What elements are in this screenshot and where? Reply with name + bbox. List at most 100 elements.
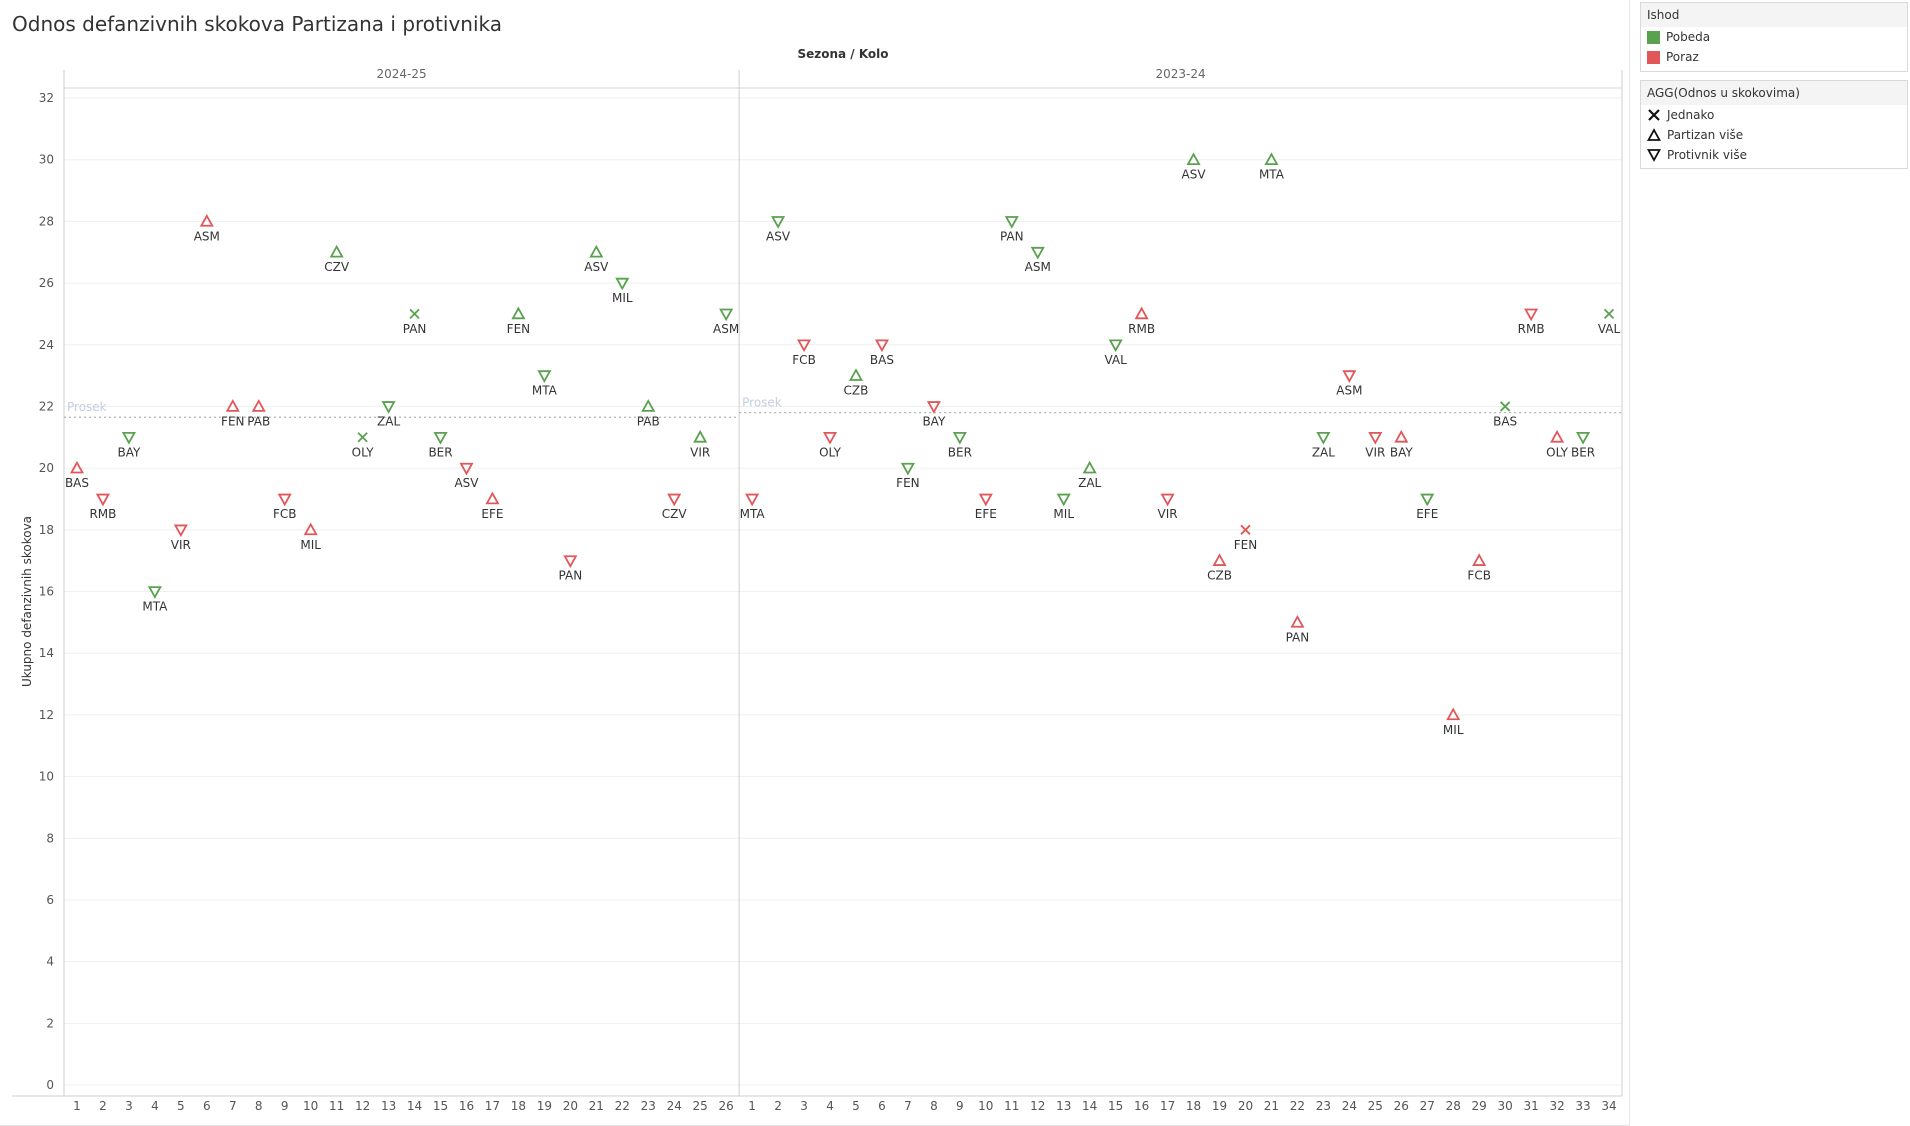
y-tick-label: 16 <box>39 585 54 599</box>
x-tick-label: 10 <box>978 1099 993 1113</box>
legend-label-pobeda: Pobeda <box>1666 30 1711 44</box>
x-tick-label: 29 <box>1472 1099 1487 1113</box>
data-label: BAS <box>1493 414 1517 428</box>
data-label: ZAL <box>1078 476 1101 490</box>
legend-item-poraz[interactable]: Poraz <box>1641 47 1907 67</box>
point-rmb <box>1524 308 1539 322</box>
data-label: FEN <box>896 476 919 490</box>
point-efe <box>485 491 500 505</box>
x-tick-label: 8 <box>255 1099 263 1113</box>
data-label: PAN <box>1286 630 1310 644</box>
data-label: MIL <box>300 538 321 552</box>
legend-item-jednako[interactable]: Jednako <box>1641 105 1907 125</box>
point-efe <box>978 493 993 507</box>
data-label: FEN <box>507 322 530 336</box>
data-label: CZB <box>844 384 869 398</box>
point-zal <box>381 401 396 414</box>
data-label: OLY <box>1546 445 1569 459</box>
data-label: FEN <box>1234 538 1257 552</box>
point-oly <box>822 431 838 445</box>
point-mil <box>615 277 630 291</box>
x-tick-label: 14 <box>407 1099 422 1113</box>
point-mil <box>1056 493 1071 507</box>
y-tick-label: 26 <box>39 276 54 290</box>
data-label: ASV <box>1182 168 1207 182</box>
average-label: Prosek <box>67 400 107 414</box>
data-label: CZV <box>662 507 688 521</box>
x-tick-label: 6 <box>878 1099 886 1113</box>
x-tick-label: 12 <box>355 1099 370 1113</box>
x-tick-label: 18 <box>1186 1099 1201 1113</box>
x-tick-label: 7 <box>904 1099 912 1113</box>
legend-agg: AGG(Odnos u skokovima) Jednako Partizan … <box>1640 80 1908 169</box>
legend-item-partizan-vise[interactable]: Partizan više <box>1641 125 1907 145</box>
x-tick-label: 32 <box>1549 1099 1564 1113</box>
chart-title: Odnos defanzivnih skokova Partizana i pr… <box>12 12 502 36</box>
x-tick-label: 6 <box>203 1099 211 1113</box>
point-pan <box>409 308 420 320</box>
data-label: BAY <box>117 445 141 459</box>
point-mta <box>537 370 552 383</box>
data-label: FEN <box>221 414 244 428</box>
data-label: PAB <box>247 414 270 428</box>
data-label: ZAL <box>1312 445 1335 459</box>
x-tick-label: 26 <box>1394 1099 1409 1113</box>
point-pan <box>1290 614 1305 628</box>
point-fcb <box>797 339 812 353</box>
x-tick-label: 4 <box>151 1099 159 1113</box>
x-tick-label: 3 <box>800 1099 808 1113</box>
data-label: MIL <box>1443 723 1464 737</box>
x-icon <box>1648 109 1660 121</box>
x-tick-label: 23 <box>1316 1099 1331 1113</box>
y-tick-label: 20 <box>39 461 54 475</box>
point-bas <box>1500 401 1511 412</box>
x-tick-label: 24 <box>667 1099 682 1113</box>
x-tick-label: 30 <box>1498 1099 1513 1113</box>
data-label: ASV <box>766 229 791 243</box>
y-tick-label: 32 <box>39 91 54 105</box>
x-tick-label: 5 <box>177 1099 185 1113</box>
legend-ishod: Ishod Pobeda Poraz <box>1640 2 1908 72</box>
data-label: FCB <box>1467 569 1491 583</box>
point-bay <box>121 431 136 445</box>
y-tick-label: 2 <box>46 1016 54 1030</box>
data-label: PAN <box>1000 229 1024 243</box>
point-asv <box>1186 152 1201 165</box>
data-label: EFE <box>481 507 503 521</box>
x-tick-label: 23 <box>641 1099 656 1113</box>
point-bas <box>874 339 889 353</box>
point-fen <box>511 306 526 320</box>
data-label: MIL <box>1053 507 1074 521</box>
point-fen <box>1240 524 1251 535</box>
point-asm <box>719 308 734 322</box>
data-label: VAL <box>1598 322 1621 336</box>
point-pan <box>563 555 578 569</box>
scatter-chart: Sezona / Kolo024681012141618202224262830… <box>12 47 1623 1113</box>
x-tick-label: 18 <box>511 1099 526 1113</box>
data-label: ASV <box>454 476 479 490</box>
point-mil <box>1446 707 1461 721</box>
data-label: VIR <box>1365 445 1385 459</box>
x-tick-label: 17 <box>485 1099 500 1113</box>
average-label: Prosek <box>742 396 782 410</box>
triangle-down-icon <box>1647 149 1661 162</box>
point-fcb <box>277 493 292 507</box>
point-vir <box>693 429 708 443</box>
y-tick-label: 10 <box>39 770 54 784</box>
x-tick-label: 25 <box>1368 1099 1383 1113</box>
data-label: RMB <box>1128 322 1155 336</box>
x-tick-label: 15 <box>433 1099 448 1113</box>
point-val <box>1108 339 1123 353</box>
y-tick-label: 6 <box>46 893 54 907</box>
point-pab <box>641 399 656 412</box>
data-label: OLY <box>352 445 375 459</box>
data-label: ZAL <box>377 414 400 428</box>
data-label: OLY <box>819 445 842 459</box>
x-tick-label: 11 <box>329 1099 344 1113</box>
legend-item-pobeda[interactable]: Pobeda <box>1641 27 1907 47</box>
swatch-pobeda <box>1647 30 1660 44</box>
point-czv <box>667 493 682 507</box>
legend-item-protivnik-vise[interactable]: Protivnik više <box>1641 145 1907 165</box>
season-label: 2024-25 <box>376 67 426 81</box>
point-ber <box>1576 431 1591 445</box>
